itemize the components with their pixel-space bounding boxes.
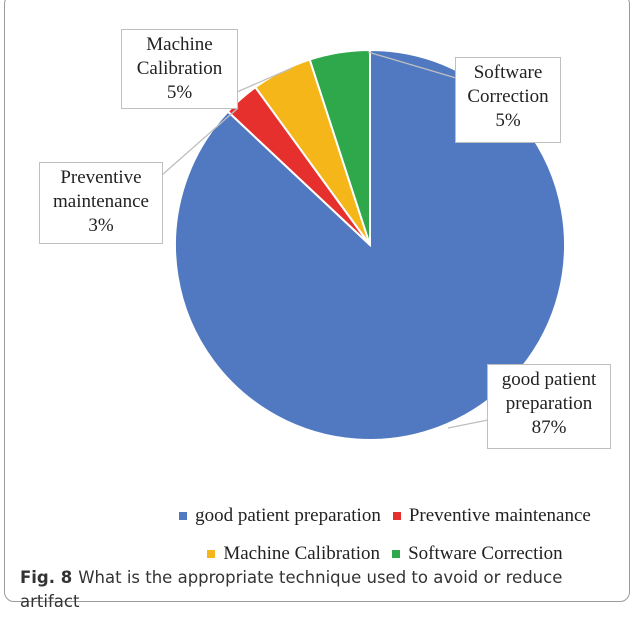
legend: good patient preparation Preventive maint… [130,503,636,567]
legend-label: Machine Calibration [223,543,381,564]
data-label: Software Correction 5% [455,57,561,143]
legend-swatch [179,512,188,520]
legend-label: good patient preparation [195,505,381,526]
label-name: Preventive maintenance [52,167,149,212]
label-name: Software Correction [467,62,549,107]
caption: Fig. 8 What is the appropriate technique … [20,566,580,614]
figure-frame [4,0,630,602]
caption-label: Fig. 8 [20,568,73,587]
pie-slice [308,48,371,246]
leader-line [447,419,489,429]
label-value: 5% [495,110,521,131]
legend-item: Machine Calibration [207,541,380,567]
legend-label: Software Correction [408,543,563,564]
legend-item: Preventive maintenance [392,503,591,529]
leader-line [161,107,239,176]
legend-label: Preventive maintenance [408,505,591,526]
data-label: Machine Calibration 5% [121,29,238,109]
legend-swatch [392,512,401,520]
caption-text: What is the appropriate technique used t… [20,568,563,611]
data-label: Preventive maintenance 3% [39,162,163,244]
label-value: 5% [166,82,193,103]
label-name: Machine Calibration [136,34,223,79]
legend-swatch [392,550,401,558]
pie [174,48,566,441]
leader-line [236,67,293,93]
legend-item: good patient preparation [179,503,381,529]
leader-lines [161,51,489,429]
label-value: 3% [88,215,114,236]
label-value: 87% [531,417,567,438]
leader-line [367,51,457,79]
data-label: good patient preparation 87% [487,364,611,449]
legend-swatch [207,550,216,558]
label-name: good patient preparation [501,369,597,414]
legend-item: Software Correction [392,541,563,567]
